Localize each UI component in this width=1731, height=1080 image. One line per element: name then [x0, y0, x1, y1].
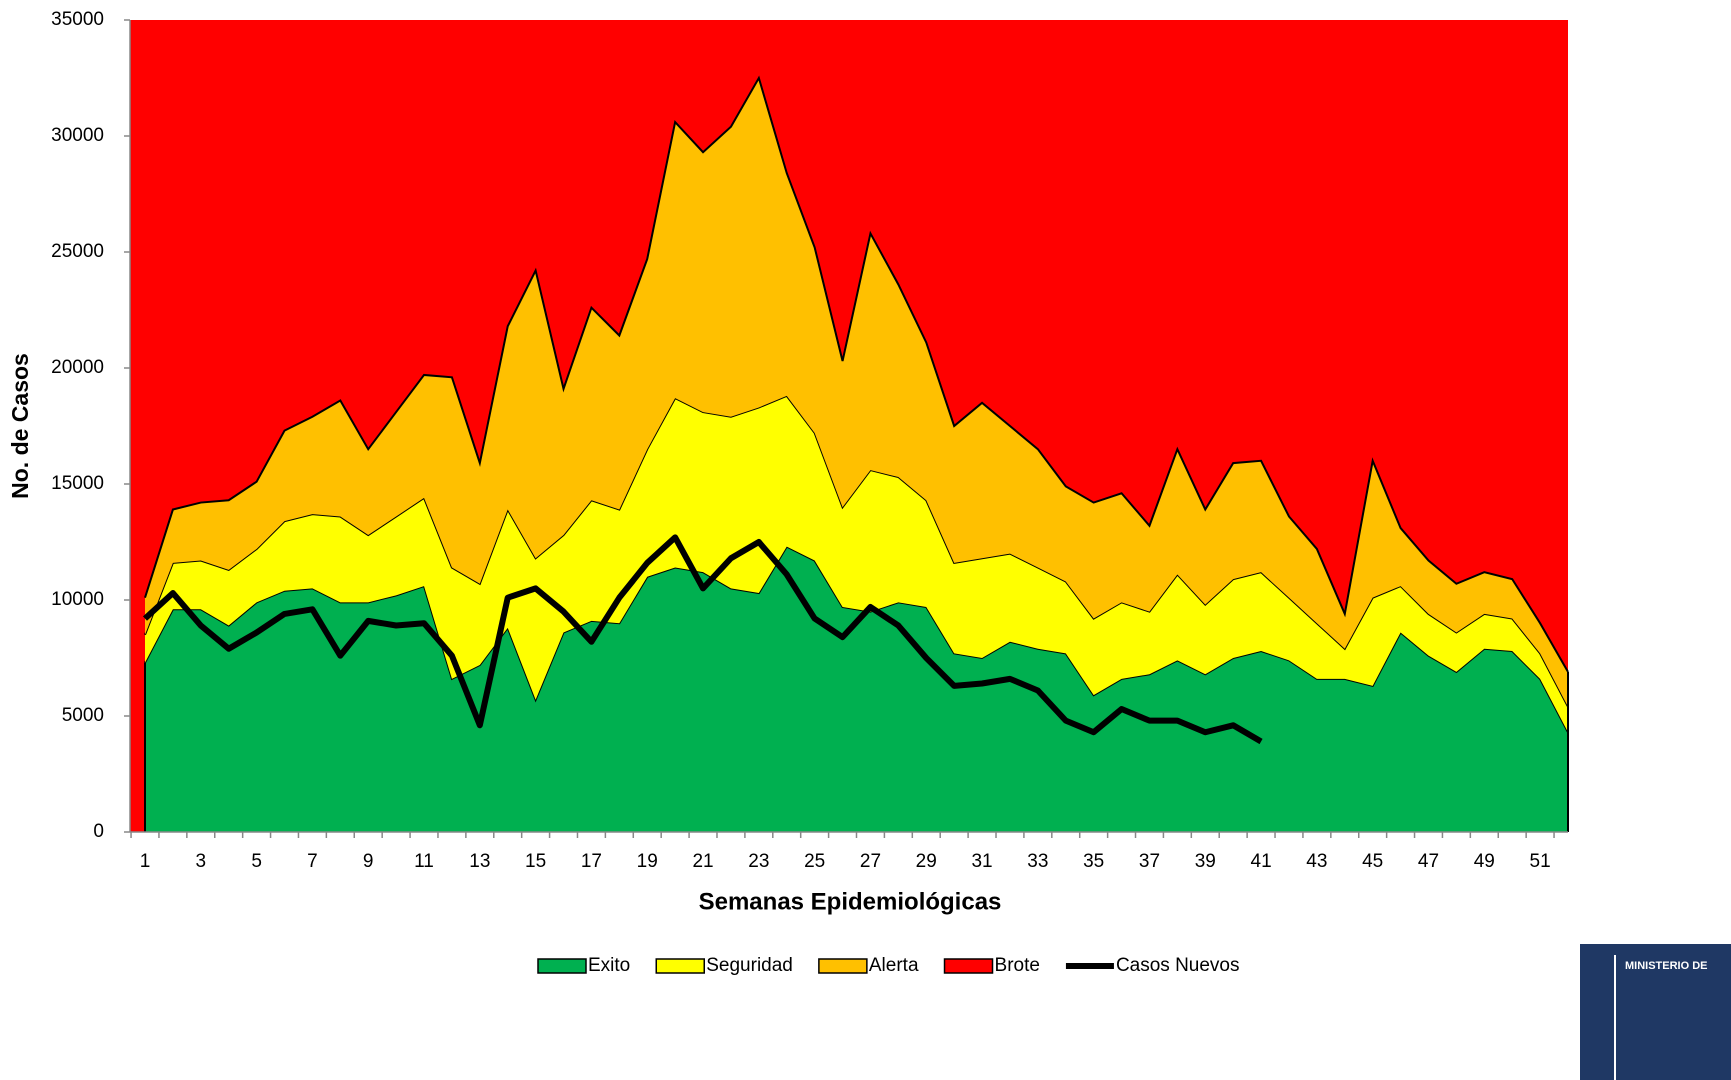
legend-label: Brote: [995, 955, 1040, 976]
x-tick-label: 45: [1362, 851, 1383, 872]
area: [145, 546, 1568, 832]
y-tick-label: 35000: [51, 9, 104, 30]
x-tick-label: 17: [581, 851, 602, 872]
x-tick-label: 35: [1083, 851, 1104, 872]
x-tick-label: 11: [414, 851, 434, 872]
x-tick-label: 3: [196, 851, 207, 872]
y-tick-label: 5000: [62, 705, 104, 726]
x-axis-title: Semanas Epidemiológicas: [699, 888, 1002, 915]
area: [145, 78, 1568, 707]
legend-swatch: [818, 958, 868, 974]
x-tick-label: 21: [692, 851, 713, 872]
x-tick-label: 39: [1195, 851, 1216, 872]
y-tick-label: 30000: [51, 125, 104, 146]
legend-label: Exito: [588, 955, 630, 976]
legend-label: Casos Nuevos: [1116, 955, 1240, 976]
logo: [1580, 944, 1731, 1080]
x-tick-label: 23: [748, 851, 769, 872]
y-tick-label: 25000: [51, 241, 104, 262]
x-tick-label: 7: [307, 851, 318, 872]
y-axis-title: No. de Casos: [7, 353, 33, 499]
x-tick-label: 43: [1306, 851, 1327, 872]
x-tick-label: 51: [1530, 851, 1551, 872]
x-tick-label: 41: [1251, 851, 1272, 872]
x-tick-label: 37: [1139, 851, 1160, 872]
legend-swatch: [943, 958, 994, 974]
x-tick-label: 29: [916, 851, 937, 872]
line: [142, 534, 1263, 745]
x-tick-label: 31: [971, 851, 992, 872]
y-tick-label: 10000: [51, 589, 104, 610]
area: [145, 395, 1568, 733]
x-tick-label: 33: [1027, 851, 1048, 872]
x-tick-label: 13: [469, 851, 490, 872]
x-tick-label: 27: [860, 851, 881, 872]
x-tick-label: 1: [140, 851, 151, 872]
x-tick-label: 9: [363, 851, 374, 872]
x-tick-label: 25: [804, 851, 825, 872]
x-tick-label: 15: [525, 851, 546, 872]
y-tick-label: 15000: [51, 473, 104, 494]
y-tick-label: 0: [93, 821, 104, 842]
area-edge: [144, 75, 1569, 673]
area-edge: [144, 394, 1569, 708]
logo-text: MINISTERIO DE: [1625, 960, 1708, 972]
y-tick-label: 20000: [51, 357, 104, 378]
legend-label: Alerta: [869, 955, 919, 976]
legend-label: Seguridad: [706, 955, 793, 976]
legend-swatch: [655, 958, 705, 974]
x-tick-label: 5: [251, 851, 262, 872]
x-tick-label: 19: [637, 851, 658, 872]
x-tick-label: 47: [1418, 851, 1439, 872]
legend-swatch: [537, 958, 587, 974]
x-tick-label: 49: [1474, 851, 1495, 872]
